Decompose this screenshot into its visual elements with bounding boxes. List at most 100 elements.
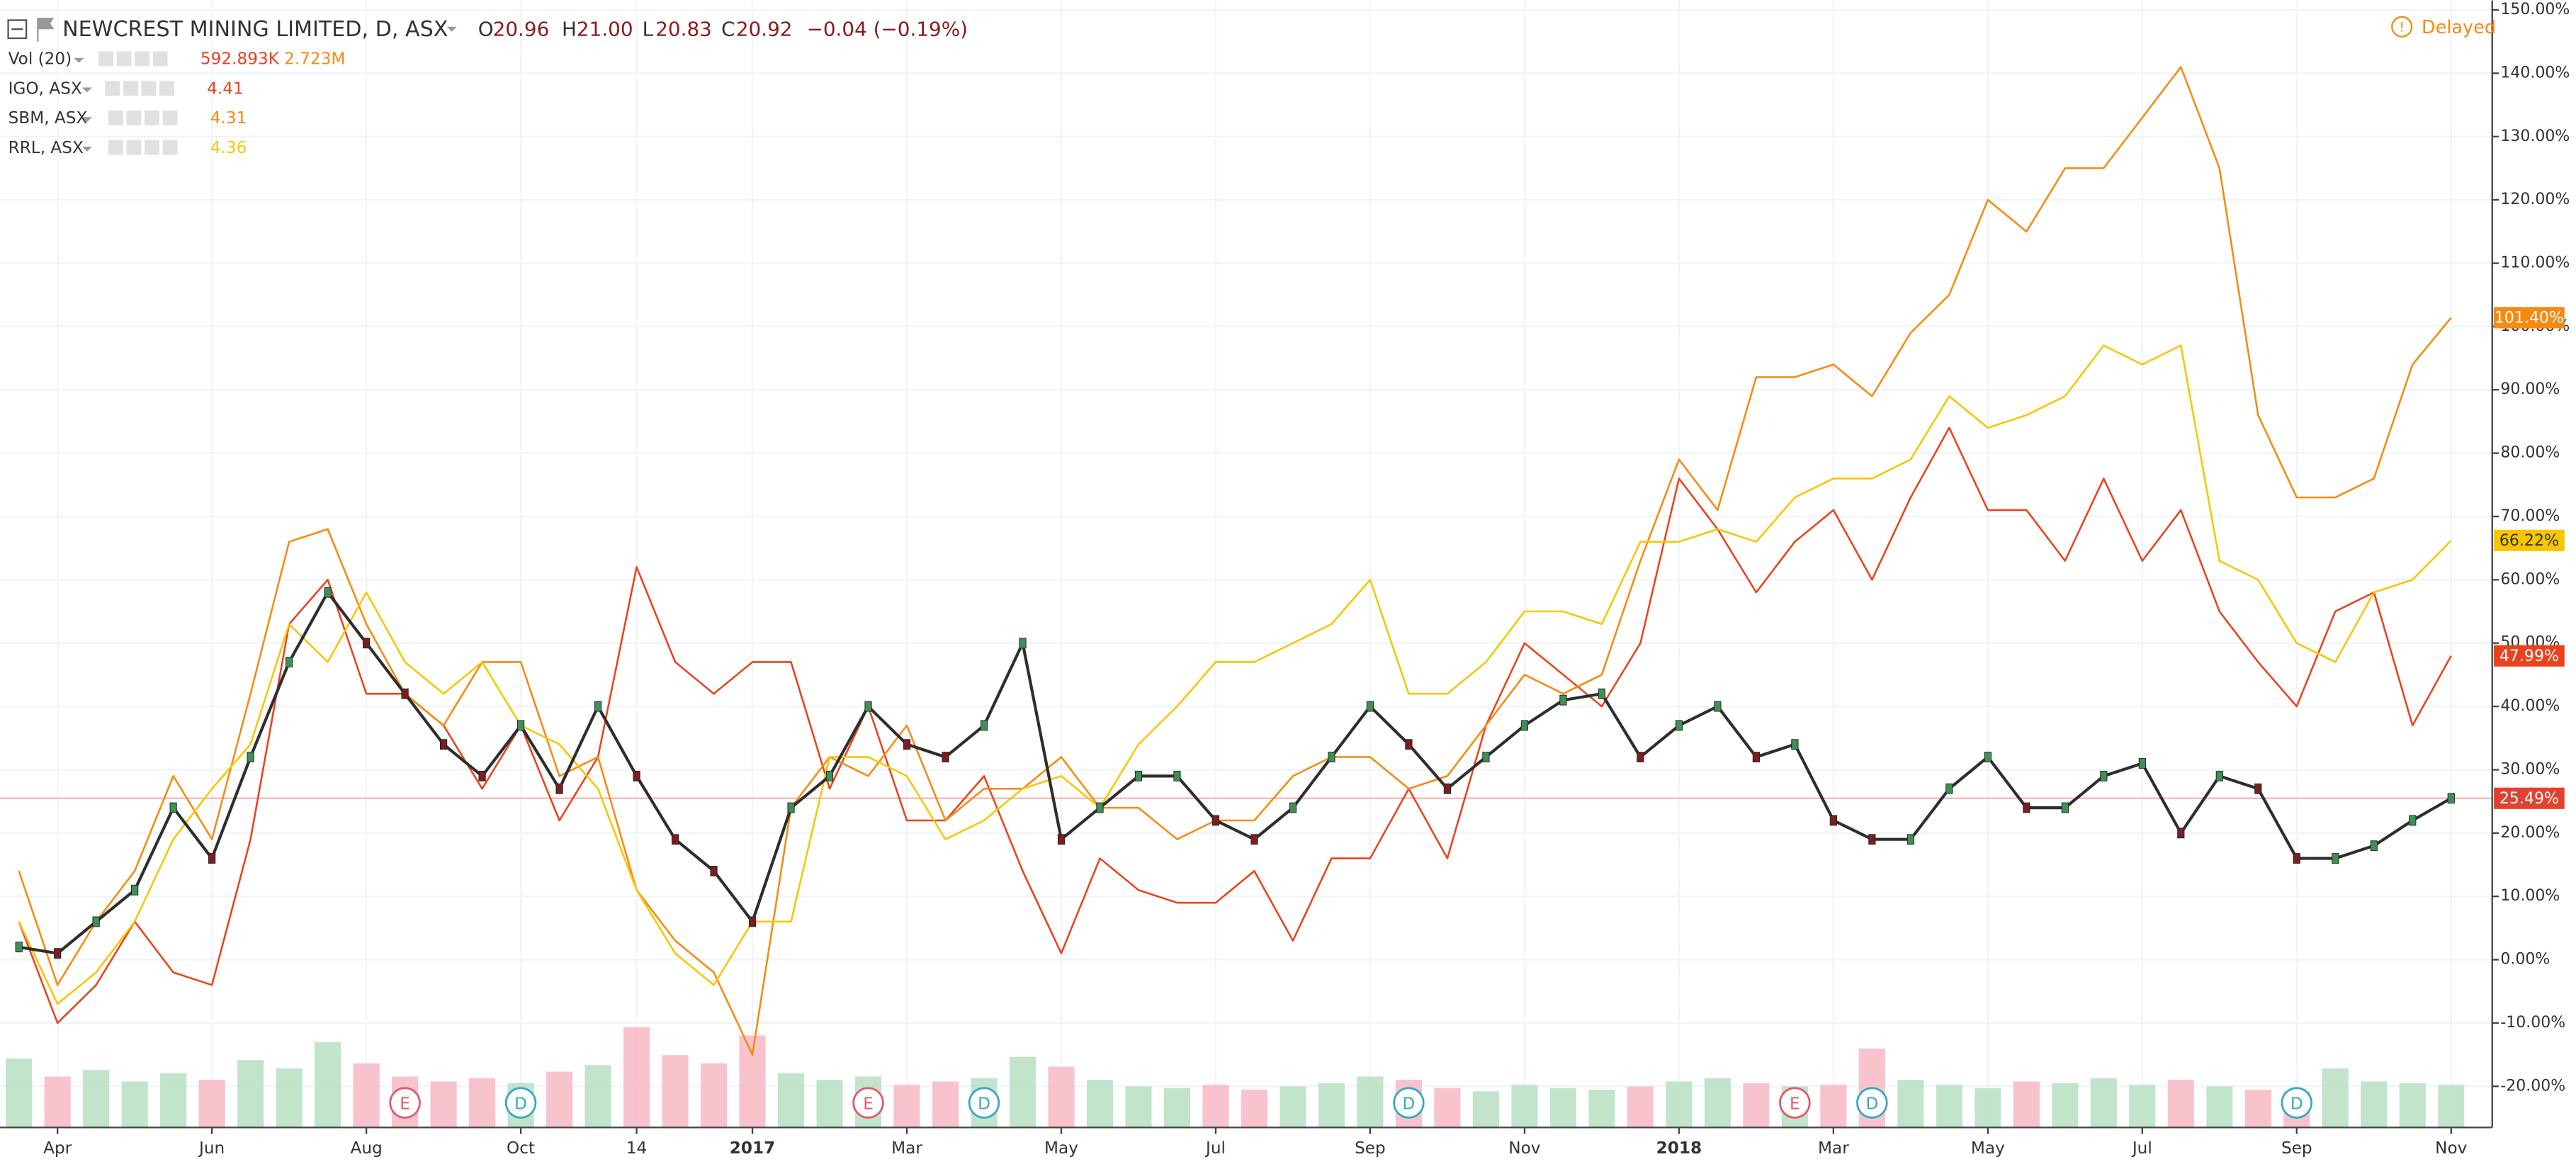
legend-button[interactable] <box>98 51 114 67</box>
candle <box>1520 720 1529 731</box>
candle <box>2332 853 2339 864</box>
event-label: D <box>978 1094 990 1113</box>
x-tick-label: Mar <box>1818 1139 1849 1158</box>
delayed-icon: ! <box>2399 20 2404 35</box>
candle <box>980 720 988 731</box>
legend-button[interactable] <box>108 140 123 155</box>
y-tick-label: 20.00% <box>2500 824 2560 842</box>
x-tick-label: Jun <box>198 1139 225 1158</box>
x-tick-label: May <box>1044 1139 1078 1158</box>
legend-button[interactable] <box>145 111 159 125</box>
legend-button[interactable] <box>126 111 142 125</box>
volume-bar <box>198 1080 225 1128</box>
candle <box>2293 853 2300 864</box>
volume-bar <box>1549 1088 1576 1128</box>
candle <box>903 739 911 750</box>
volume-bar <box>121 1081 148 1128</box>
dropdown[interactable] <box>81 87 92 93</box>
candle <box>439 739 448 750</box>
candle <box>1173 770 1181 781</box>
legend-button[interactable] <box>126 140 142 155</box>
candle <box>15 942 23 953</box>
volume-bar <box>430 1081 457 1128</box>
legend-button[interactable] <box>159 81 174 96</box>
x-tick-label: 2017 <box>730 1139 776 1158</box>
axes: -20.00% -10.00% 0.00% 10.00% 20.00% 30.00% 40.… <box>43 1 2570 1158</box>
candle <box>942 752 949 763</box>
volume-bar <box>1125 1086 1152 1128</box>
delayed-icon[interactable] <box>2391 16 2413 38</box>
volume-legend-value: 592.893K <box>200 50 280 69</box>
legend-value: 4.31 <box>210 108 247 128</box>
candle <box>1714 701 1722 712</box>
candle <box>1019 638 1027 649</box>
candle <box>2138 758 2146 769</box>
legend-button[interactable] <box>116 51 132 67</box>
y-tick-label: 10.00% <box>2500 887 2560 905</box>
candle <box>208 853 216 864</box>
legend-button[interactable] <box>141 81 157 96</box>
volume-bar <box>1820 1085 1847 1128</box>
candle <box>671 834 679 845</box>
series-line <box>18 344 2452 1005</box>
candle <box>1791 739 1799 750</box>
event-marker <box>852 1087 884 1119</box>
volume-bar <box>1472 1091 1499 1128</box>
legend-button[interactable] <box>145 140 159 155</box>
candle <box>1675 720 1683 731</box>
flag-icon[interactable] <box>37 17 55 42</box>
candle <box>1328 752 1335 763</box>
candle <box>169 802 177 813</box>
volume-legend-value: 2.723M <box>284 50 345 69</box>
candle <box>1829 815 1837 826</box>
change: −0.04 (−0.19%) <box>807 17 968 40</box>
candle <box>710 866 718 876</box>
volume-bar <box>1009 1056 1036 1128</box>
candle <box>748 916 757 927</box>
legend-button[interactable] <box>162 111 178 125</box>
event-label: D <box>2290 1094 2303 1113</box>
volume-bar <box>932 1081 959 1128</box>
legend-button[interactable] <box>135 51 150 67</box>
volume-bar <box>584 1065 611 1128</box>
price-tag-label: 101.40% <box>2495 310 2564 327</box>
volume-bar <box>353 1063 380 1128</box>
legend-button[interactable] <box>108 111 123 125</box>
volume-bar <box>623 1027 650 1128</box>
volume-bar <box>1897 1080 1924 1128</box>
y-tick-label: 150.00% <box>2500 1 2570 18</box>
legend-value: 4.41 <box>207 79 244 98</box>
legend-button[interactable] <box>123 81 138 96</box>
candle <box>247 752 254 763</box>
volume-bar <box>1743 1083 1770 1128</box>
volume-bar <box>1241 1090 1268 1128</box>
symbol-title: NEWCREST MINING LIMITED, D, ASX <box>62 17 448 42</box>
legend-name: IGO, ASX <box>9 79 82 98</box>
x-tick-label: Oct <box>507 1139 535 1158</box>
dropdown[interactable] <box>81 117 92 123</box>
candle <box>363 638 371 649</box>
dropdown[interactable] <box>446 26 457 32</box>
legend-button[interactable] <box>152 51 168 67</box>
volume-pane <box>6 1027 2465 1128</box>
event-label: D <box>1865 1094 1878 1113</box>
candle <box>54 948 62 959</box>
volume-bar <box>2167 1080 2194 1128</box>
volume-bar <box>1357 1076 1384 1128</box>
candle <box>1868 834 1876 845</box>
event-marker <box>1856 1087 1888 1119</box>
legend-button[interactable] <box>162 140 178 155</box>
dropdown[interactable] <box>81 147 92 152</box>
legend-name: SBM, ASX <box>9 108 88 128</box>
collapse-icon[interactable] <box>7 19 28 40</box>
candle <box>1211 815 1220 826</box>
volume-bar <box>44 1076 71 1128</box>
dropdown[interactable] <box>74 57 84 63</box>
legend-button[interactable] <box>105 81 120 96</box>
y-tick-label: 120.00% <box>2500 191 2570 208</box>
candle <box>1405 739 1413 750</box>
candle <box>1906 834 1914 845</box>
ohlc-label: O <box>478 17 494 40</box>
